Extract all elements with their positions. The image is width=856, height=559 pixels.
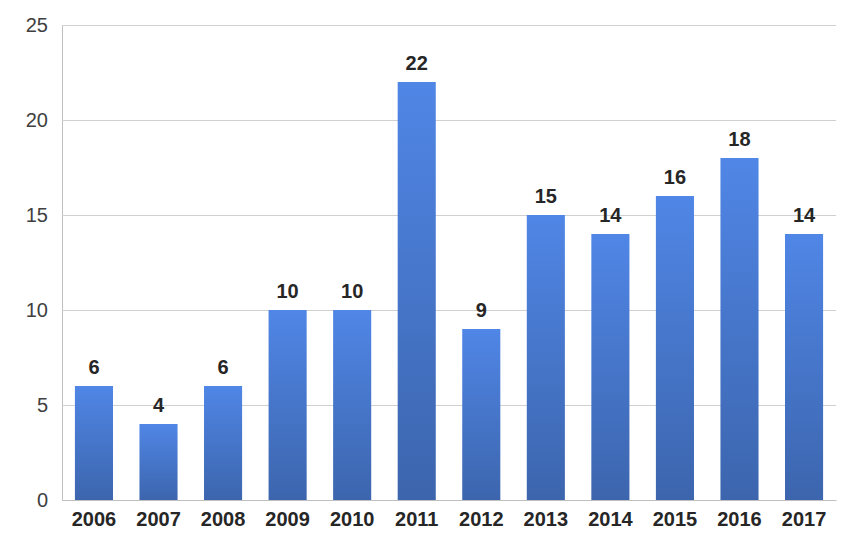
data-label: 15 xyxy=(535,185,557,207)
x-tick-label: 2006 xyxy=(72,508,117,530)
data-label: 10 xyxy=(276,280,298,302)
bar xyxy=(398,82,436,500)
bars xyxy=(75,82,823,500)
grid-line xyxy=(62,405,836,406)
grid-line xyxy=(62,215,836,216)
data-label: 10 xyxy=(341,280,363,302)
data-label: 6 xyxy=(217,356,228,378)
chart: 0510152025200620072008200920102011201220… xyxy=(0,0,856,559)
data-label: 9 xyxy=(476,299,487,321)
x-tick-label: 2008 xyxy=(201,508,246,530)
y-tick-label: 15 xyxy=(26,204,48,226)
x-tick-label: 2016 xyxy=(717,508,762,530)
plot-area: 0510152025200620072008200920102011201220… xyxy=(26,14,837,530)
data-label: 14 xyxy=(793,204,816,226)
grid-line xyxy=(62,120,836,121)
grid-line xyxy=(62,25,836,26)
x-tick: 2006 xyxy=(72,508,117,530)
bar xyxy=(204,386,242,500)
bar xyxy=(527,215,565,500)
x-tick: 2016 xyxy=(717,508,762,530)
x-tick-label: 2012 xyxy=(459,508,504,530)
data-label: 18 xyxy=(728,128,750,150)
y-tick-label: 5 xyxy=(37,394,48,416)
x-tick: 2010 xyxy=(330,508,375,530)
y-tick: 25 xyxy=(26,14,836,36)
grid-line xyxy=(62,500,836,501)
data-label: 16 xyxy=(664,166,686,188)
x-tick-label: 2017 xyxy=(782,508,827,530)
grid-line xyxy=(62,310,836,311)
bar xyxy=(591,234,629,500)
x-tick-label: 2013 xyxy=(524,508,569,530)
x-tick: 2007 xyxy=(136,508,181,530)
y-tick-label: 0 xyxy=(37,489,48,511)
x-tick: 2009 xyxy=(265,508,310,530)
data-labels: 6 4 6 10 10 22 9 15 14 16 18 14 xyxy=(88,52,816,416)
x-tick-label: 2015 xyxy=(653,508,698,530)
data-label: 6 xyxy=(88,356,99,378)
x-tick-label: 2011 xyxy=(395,508,438,530)
x-tick: 2014 xyxy=(588,508,633,530)
x-tick: 2015 xyxy=(653,508,698,530)
x-tick: 2008 xyxy=(201,508,246,530)
bar xyxy=(656,196,694,500)
y-tick-label: 20 xyxy=(26,109,48,131)
x-tick-label: 2010 xyxy=(330,508,375,530)
x-tick: 2013 xyxy=(524,508,569,530)
x-tick: 2012 xyxy=(459,508,504,530)
bar xyxy=(785,234,823,500)
x-axis-line xyxy=(63,500,837,501)
x-tick: 2011 xyxy=(395,508,438,530)
x-tick-label: 2007 xyxy=(136,508,181,530)
bar xyxy=(269,310,307,500)
bar xyxy=(139,424,177,500)
bar xyxy=(462,329,500,500)
x-tick: 2017 xyxy=(782,508,827,530)
x-tick-label: 2009 xyxy=(265,508,310,530)
bar xyxy=(75,386,113,500)
y-tick: 5 xyxy=(37,394,836,416)
data-label: 22 xyxy=(406,52,428,74)
bar xyxy=(333,310,371,500)
x-axis: 2006 2007 2008 2009 2010 2011 2012 2013 2014 2015… xyxy=(63,501,837,531)
y-tick-label: 10 xyxy=(26,299,48,321)
x-tick-label: 2014 xyxy=(588,508,633,530)
y-tick-label: 25 xyxy=(26,14,48,36)
data-label: 14 xyxy=(599,204,622,226)
data-label: 4 xyxy=(153,394,165,416)
bar xyxy=(720,158,758,500)
y-axis-line xyxy=(63,26,837,501)
y-axis: 0 5 10 15 20 25 xyxy=(26,14,836,511)
